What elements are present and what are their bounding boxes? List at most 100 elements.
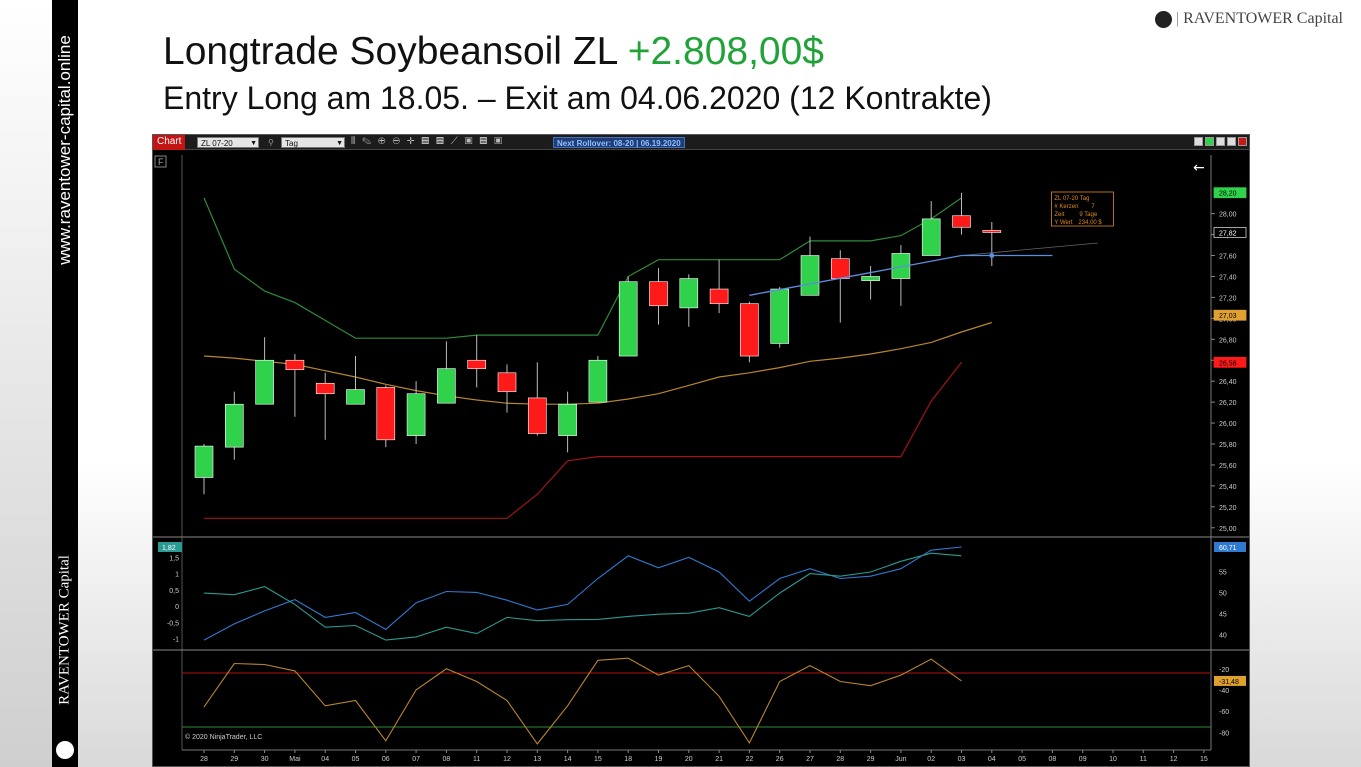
x-tick-label: 22: [746, 756, 754, 763]
sidebar-brand: RAVENTOWER Capital: [56, 555, 73, 705]
mid-band-line: [203, 321, 992, 405]
raventower-logo-icon: [1154, 10, 1172, 28]
osc1-right-marker-label: 60,71: [1219, 545, 1237, 552]
bull-candle[interactable]: [558, 403, 577, 436]
osc1-left-tick-label: -0,5: [167, 620, 179, 627]
bull-candle[interactable]: [225, 403, 244, 448]
lower-band-line: [204, 361, 962, 519]
search-icon[interactable]: ⚲: [268, 138, 274, 147]
osc2-right-tick-label: -40: [1219, 688, 1229, 695]
copyright: © 2020 NinjaTrader, LLC: [185, 733, 262, 741]
price-marker-label: 28,20: [1219, 191, 1237, 198]
bull-candle[interactable]: [770, 288, 790, 344]
x-tick-label: 03: [958, 756, 966, 763]
y-tick-label: 26,20: [1219, 400, 1237, 407]
bear-candle[interactable]: [376, 387, 396, 441]
info-box-label: Y Wert: [1054, 220, 1072, 226]
x-tick-label: 29: [230, 756, 238, 763]
tab-chart[interactable]: Chart: [153, 135, 186, 150]
bull-candle[interactable]: [194, 445, 214, 478]
raventower-logo-icon: [56, 741, 74, 759]
panel-expand-icon[interactable]: [154, 155, 167, 168]
window-status-icon[interactable]: [1205, 137, 1214, 146]
bear-candle[interactable]: [952, 215, 971, 228]
bull-candle[interactable]: [679, 278, 699, 309]
chevron-down-icon: ▼: [250, 140, 257, 147]
y-tick-label: 26,40: [1219, 379, 1237, 386]
x-tick-label: 04: [988, 756, 996, 763]
chart-grid: [153, 155, 1249, 751]
y-tick-label: 26,00: [1219, 421, 1237, 428]
price-marker: [1213, 187, 1247, 199]
bear-candle[interactable]: [830, 258, 850, 279]
info-box-value: 234,00 $: [1078, 220, 1102, 226]
price-marker-label: 27,03: [1219, 313, 1237, 320]
bear-candle[interactable]: [982, 230, 1002, 233]
osc1-left-tick-label: -1: [173, 637, 179, 644]
x-tick-label: 06: [382, 756, 390, 763]
bear-candle[interactable]: [315, 382, 335, 395]
minimize-button[interactable]: [1216, 137, 1225, 146]
entry-trend-line[interactable]: [749, 254, 962, 296]
x-tick-label: 12: [503, 756, 511, 763]
x-tick-label: 13: [533, 756, 541, 763]
bear-candle[interactable]: [740, 303, 759, 357]
osc1-series-a: [203, 546, 962, 641]
osc2-right-tick-label: -60: [1219, 709, 1229, 716]
x-tick-label: 05: [352, 756, 360, 763]
bull-candle[interactable]: [800, 255, 820, 296]
trade-profit: +2.808,00$: [627, 30, 824, 73]
bull-candle[interactable]: [861, 276, 880, 281]
x-tick-label: 02: [927, 756, 935, 763]
sidebar: www.raventower-capital.online RAVENTOWER…: [0, 0, 78, 767]
upper-band-line: [203, 197, 962, 339]
bull-candle[interactable]: [618, 281, 638, 357]
price-chart[interactable]: 28,0027,8027,6027,4027,2027,0026,8026,60…: [153, 150, 1249, 766]
bear-candle[interactable]: [649, 281, 668, 307]
info-box-value: 7: [1091, 204, 1095, 210]
sidebar-strip: [52, 0, 78, 767]
info-box-value: 9 Tage: [1079, 212, 1098, 218]
x-tick-label: 05: [1018, 756, 1026, 763]
x-tick-label: 08: [1049, 756, 1057, 763]
bull-candle[interactable]: [921, 218, 941, 256]
osc1-left-tick-label: 0,5: [169, 588, 179, 595]
price-marker: [1213, 356, 1247, 368]
price-marker: [1213, 227, 1247, 238]
bear-candle[interactable]: [497, 372, 517, 392]
bear-candle[interactable]: [467, 359, 487, 369]
brand-name: RAVENTOWER Capital: [1183, 10, 1343, 27]
info-box-label: Zeit: [1054, 212, 1064, 218]
projection-line: [961, 242, 1098, 256]
chart-window: Chart ZL 07-20 ▼ ⚲ Tag ▼ ⫴ ✎ ⊕ ⊖ ✛ ▤ ▤ ⟋…: [152, 134, 1250, 767]
window-button[interactable]: [1194, 137, 1203, 146]
drawing-tools[interactable]: ⫴ ✎ ⊕ ⊖ ✛ ▤ ▤ ⟋ ▣ ▤ ▣: [351, 136, 505, 147]
instrument-select[interactable]: ZL 07-20 ▼: [197, 137, 259, 148]
arrow-left-icon[interactable]: ←: [1193, 160, 1205, 176]
window-controls: [1194, 137, 1247, 146]
period-select[interactable]: Tag ▼: [281, 137, 345, 148]
x-tick-label: 12: [1170, 756, 1178, 763]
bull-candle[interactable]: [255, 359, 274, 405]
exit-marker: [989, 253, 995, 259]
bull-candle[interactable]: [588, 359, 608, 403]
close-button[interactable]: [1238, 137, 1247, 146]
bull-candle[interactable]: [346, 389, 365, 405]
bull-candle[interactable]: [891, 253, 911, 279]
osc1-right-tick-label: 45: [1219, 611, 1227, 618]
bear-candle[interactable]: [709, 288, 729, 304]
x-tick-label: 15: [1200, 756, 1208, 763]
bull-candle[interactable]: [406, 393, 426, 436]
bull-candle[interactable]: [437, 368, 456, 404]
x-tick-label: 28: [200, 756, 208, 763]
bear-candle[interactable]: [527, 397, 547, 434]
website-url[interactable]: www.raventower-capital.online: [55, 35, 74, 265]
price-panel: 28,0027,8027,6027,4027,2027,0026,8026,60…: [194, 187, 1247, 533]
restore-button[interactable]: [1227, 137, 1236, 146]
price-marker-label: 27,82: [1219, 230, 1237, 237]
osc1-left-tick-label: 0: [175, 604, 179, 611]
y-tick-label: 25,80: [1219, 442, 1237, 449]
y-tick-label: 27,60: [1219, 254, 1237, 261]
bear-candle[interactable]: [285, 359, 305, 370]
brand-header: | RAVENTOWER Capital: [1154, 10, 1343, 28]
